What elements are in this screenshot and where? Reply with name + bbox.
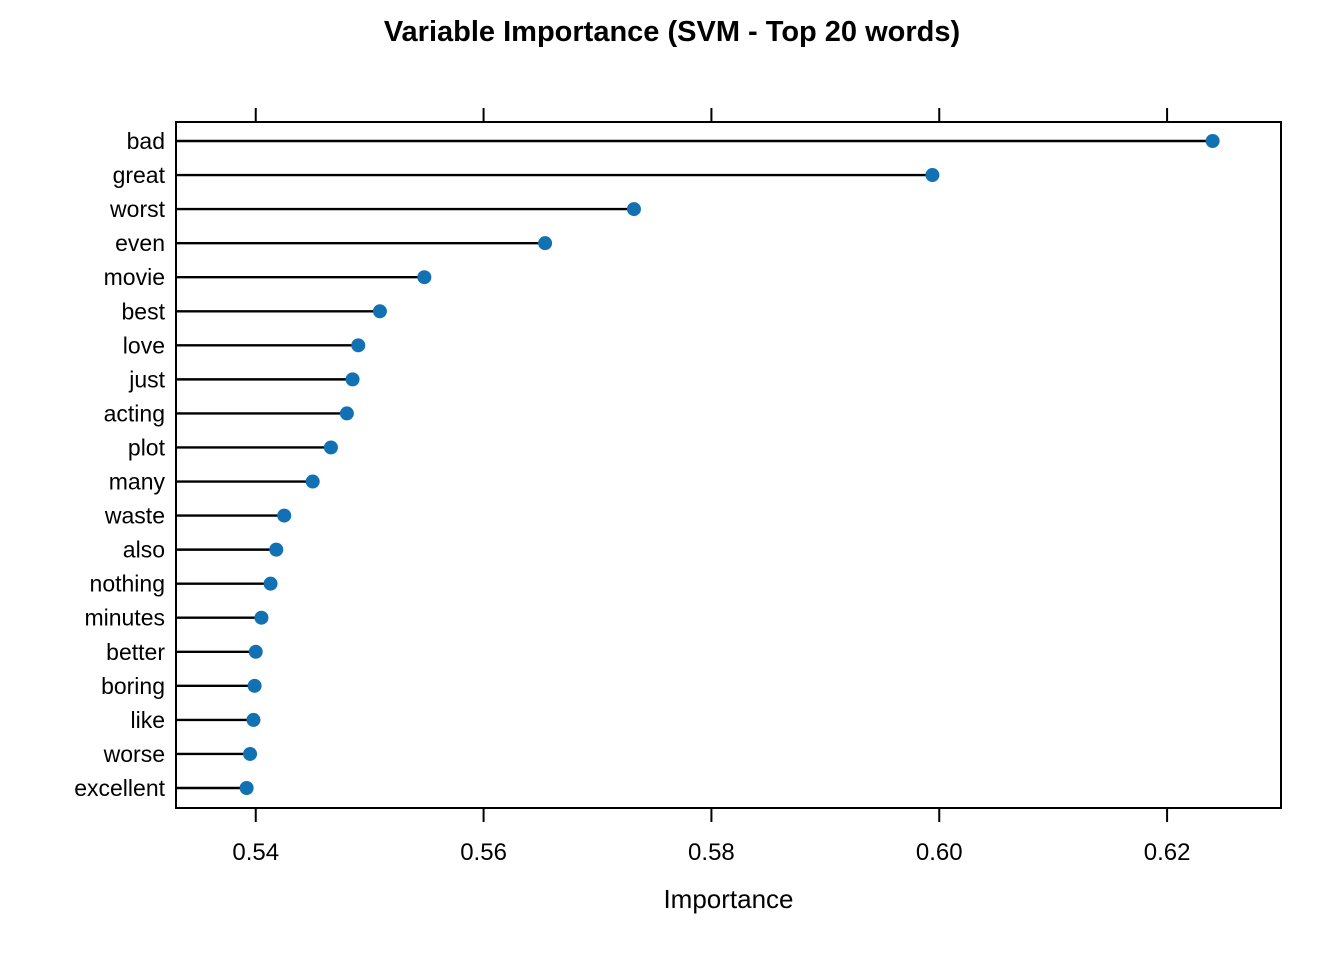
data-point-dot-worst: [626, 202, 641, 217]
plot-box: [175, 121, 1282, 809]
y-category-label-plot: plot: [128, 434, 166, 460]
y-category-label-boring: boring: [101, 673, 165, 699]
y-category-label-worst: worst: [109, 196, 166, 222]
data-point-dot-worse: [243, 746, 258, 761]
data-point-dot-boring: [247, 678, 262, 693]
data-point-dot-many: [305, 474, 320, 489]
data-point-dot-like: [246, 712, 261, 727]
data-point-dot-nothing: [263, 576, 278, 591]
data-point-dot-plot: [323, 440, 338, 455]
x-tick-label-0.62: 0.62: [1144, 839, 1191, 866]
x-tick-label-0.60: 0.60: [916, 839, 963, 866]
y-category-label-like: like: [130, 707, 165, 733]
x-tick-label-0.58: 0.58: [688, 839, 735, 866]
data-point-dot-movie: [417, 270, 432, 285]
y-category-label-nothing: nothing: [90, 571, 165, 597]
y-category-label-acting: acting: [104, 400, 165, 426]
y-category-label-just: just: [128, 366, 165, 392]
data-point-dot-just: [345, 372, 360, 387]
x-axis-title: Importance: [663, 884, 794, 914]
data-point-dot-acting: [339, 406, 354, 421]
y-category-label-better: better: [106, 639, 165, 665]
y-category-label-many: many: [109, 469, 166, 495]
data-point-dot-love: [351, 338, 366, 353]
y-category-label-even: even: [115, 230, 165, 256]
data-point-dot-bad: [1205, 134, 1220, 148]
y-category-label-best: best: [122, 298, 166, 324]
y-category-label-movie: movie: [104, 264, 165, 290]
data-point-dot-excellent: [239, 781, 254, 795]
data-point-dot-also: [269, 542, 284, 557]
y-category-label-worse: worse: [103, 741, 165, 767]
data-point-dot-great: [925, 168, 940, 183]
y-category-label-bad: bad: [127, 128, 165, 154]
y-category-label-also: also: [123, 537, 165, 563]
data-point-dot-best: [372, 304, 387, 319]
x-tick-label-0.54: 0.54: [232, 839, 279, 866]
data-point-dot-waste: [277, 508, 292, 523]
y-category-label-love: love: [123, 332, 165, 358]
x-tick-label-0.56: 0.56: [460, 839, 507, 866]
y-category-label-excellent: excellent: [74, 775, 165, 801]
y-category-label-minutes: minutes: [84, 605, 165, 631]
data-point-dot-even: [538, 236, 553, 251]
y-category-label-waste: waste: [104, 503, 165, 529]
data-point-dot-better: [248, 644, 263, 659]
chart-title: Variable Importance (SVM - Top 20 words): [383, 16, 961, 48]
data-point-dot-minutes: [254, 610, 269, 625]
y-category-label-great: great: [113, 162, 166, 188]
